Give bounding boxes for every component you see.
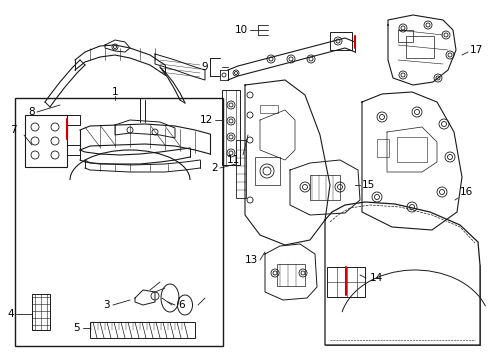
Text: 17: 17 (469, 45, 482, 55)
Bar (396, 137, 426, 162)
Text: 7: 7 (10, 125, 17, 135)
Bar (90, 322, 195, 338)
Bar (397, 30, 412, 42)
Text: 11: 11 (226, 155, 240, 165)
Bar (329, 32, 351, 50)
Bar (326, 267, 364, 297)
Bar (376, 139, 388, 157)
Text: 14: 14 (369, 273, 383, 283)
Bar (236, 140, 245, 198)
Text: 3: 3 (103, 300, 110, 310)
Text: 13: 13 (244, 255, 258, 265)
Text: 5: 5 (73, 323, 80, 333)
Bar (276, 264, 305, 286)
Bar (15, 98, 223, 346)
Bar (260, 105, 278, 113)
Bar (32, 294, 50, 330)
Bar (25, 115, 67, 167)
Text: 16: 16 (459, 187, 472, 197)
Text: 2: 2 (211, 163, 218, 173)
Text: 8: 8 (28, 107, 35, 117)
Bar (222, 90, 240, 165)
Text: 12: 12 (199, 115, 213, 125)
Text: 9: 9 (201, 62, 207, 72)
Text: 4: 4 (7, 309, 14, 319)
Bar (309, 175, 339, 200)
Bar (254, 157, 280, 185)
Text: 6: 6 (178, 300, 184, 310)
Bar (405, 36, 433, 58)
Text: 1: 1 (111, 87, 118, 97)
Text: 10: 10 (234, 25, 247, 35)
Text: 15: 15 (361, 180, 374, 190)
